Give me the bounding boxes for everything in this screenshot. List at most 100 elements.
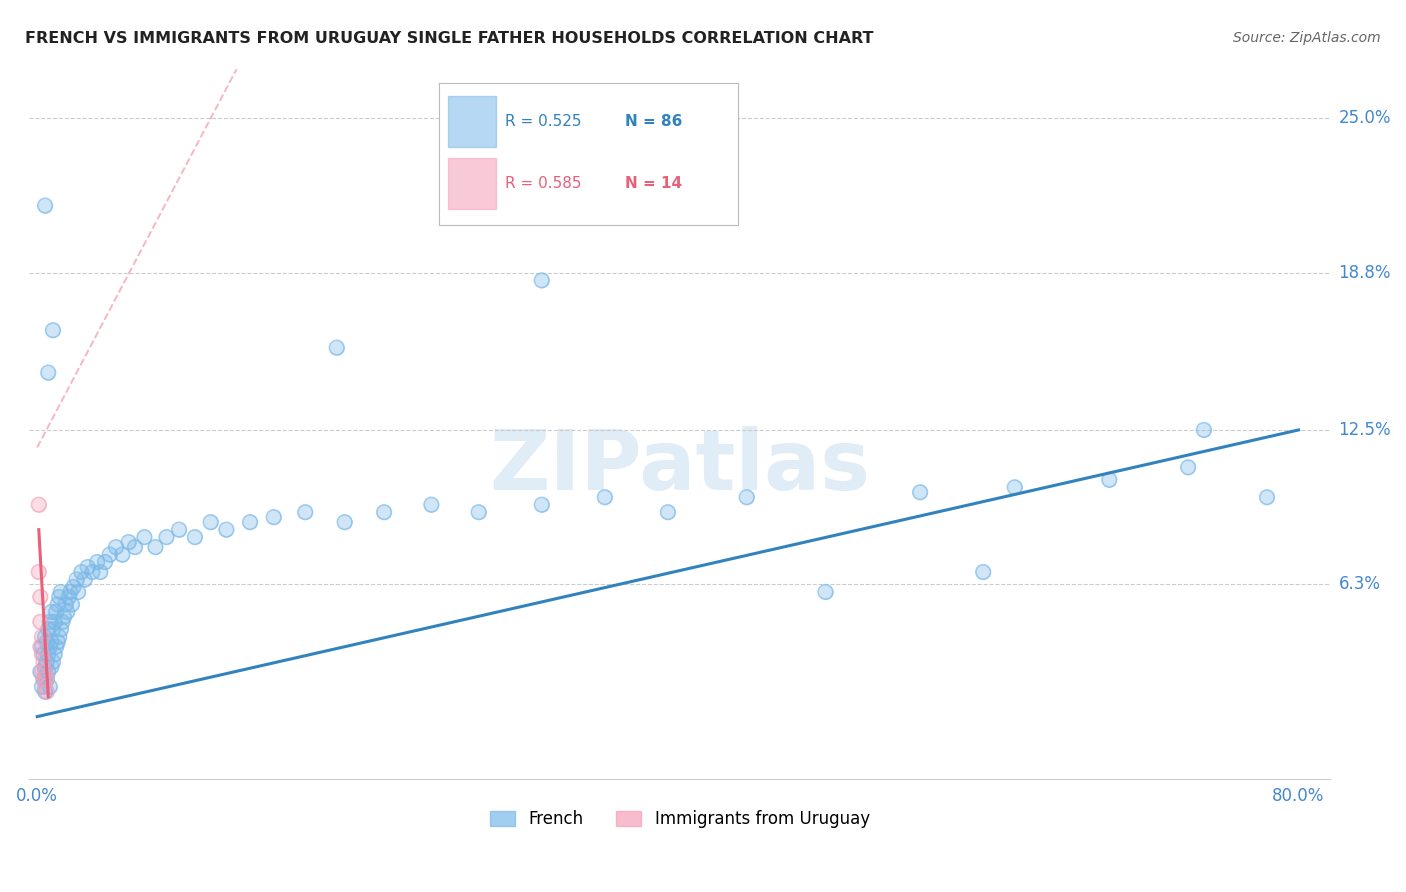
Point <box>41 635 63 649</box>
Point <box>86 555 108 569</box>
Point <box>53 610 76 624</box>
Point <box>32 655 55 669</box>
Point <box>200 515 222 529</box>
Point <box>67 585 90 599</box>
Point <box>28 498 51 512</box>
Point <box>31 665 53 679</box>
Point <box>38 640 60 654</box>
Text: Source: ZipAtlas.com: Source: ZipAtlas.com <box>1233 31 1381 45</box>
Point <box>48 590 70 604</box>
Point <box>42 323 65 337</box>
Point <box>62 580 84 594</box>
Point <box>34 199 56 213</box>
Point <box>1177 460 1199 475</box>
Point <box>41 659 63 673</box>
Point <box>55 598 77 612</box>
Point <box>333 515 356 529</box>
Point <box>32 648 55 662</box>
Point <box>35 684 58 698</box>
Point <box>530 498 553 512</box>
Point <box>31 640 53 654</box>
Text: 25.0%: 25.0% <box>1339 110 1391 128</box>
Point <box>76 560 98 574</box>
Point <box>89 565 111 579</box>
Point <box>98 548 121 562</box>
Point <box>145 540 167 554</box>
Point <box>1004 480 1026 494</box>
Point <box>373 505 395 519</box>
Point <box>239 515 262 529</box>
Point <box>42 323 65 337</box>
Point <box>326 341 349 355</box>
Point <box>155 530 177 544</box>
Point <box>972 565 994 579</box>
Point <box>51 615 73 629</box>
Point <box>98 548 121 562</box>
Point <box>111 548 134 562</box>
Point <box>908 485 931 500</box>
Point <box>593 490 616 504</box>
Point <box>134 530 156 544</box>
Point <box>30 640 52 654</box>
Point <box>32 672 55 686</box>
Point <box>37 366 59 380</box>
Point <box>35 672 58 686</box>
Point <box>45 605 67 619</box>
Point <box>60 598 83 612</box>
Point <box>59 585 82 599</box>
Text: FRENCH VS IMMIGRANTS FROM URUGUAY SINGLE FATHER HOUSEHOLDS CORRELATION CHART: FRENCH VS IMMIGRANTS FROM URUGUAY SINGLE… <box>25 31 873 46</box>
Point <box>118 535 141 549</box>
Point <box>42 655 65 669</box>
Point <box>41 605 63 619</box>
Point <box>42 655 65 669</box>
Point <box>35 672 58 686</box>
Point <box>124 540 146 554</box>
Point <box>32 672 55 686</box>
Point <box>30 615 52 629</box>
Point <box>34 659 56 673</box>
Point <box>37 623 59 637</box>
Point <box>73 573 96 587</box>
Point <box>49 585 72 599</box>
Point <box>30 615 52 629</box>
Point <box>31 630 53 644</box>
Point <box>37 623 59 637</box>
Point <box>31 680 53 694</box>
Point <box>200 515 222 529</box>
Point <box>1256 490 1278 504</box>
Point <box>28 498 51 512</box>
Text: 18.8%: 18.8% <box>1339 264 1391 282</box>
Point <box>30 590 52 604</box>
Point <box>908 485 931 500</box>
Point <box>28 565 51 579</box>
Point <box>32 655 55 669</box>
Point <box>35 672 58 686</box>
Point <box>42 623 65 637</box>
Point <box>35 672 58 686</box>
Point <box>34 680 56 694</box>
Point <box>35 655 58 669</box>
Point <box>37 648 59 662</box>
Point <box>34 630 56 644</box>
Point <box>111 548 134 562</box>
Point <box>46 635 69 649</box>
Point <box>44 648 66 662</box>
Point <box>735 490 758 504</box>
Point <box>37 665 59 679</box>
Point <box>67 585 90 599</box>
Point <box>735 490 758 504</box>
Point <box>184 530 207 544</box>
Point <box>73 573 96 587</box>
Point <box>60 598 83 612</box>
Point <box>294 505 316 519</box>
Point <box>82 565 104 579</box>
Point <box>82 565 104 579</box>
Legend: French, Immigrants from Uruguay: French, Immigrants from Uruguay <box>482 803 876 835</box>
Point <box>530 273 553 287</box>
Point <box>76 560 98 574</box>
Point <box>34 659 56 673</box>
Point <box>34 684 56 698</box>
Point <box>37 366 59 380</box>
Point <box>167 523 190 537</box>
Point <box>239 515 262 529</box>
